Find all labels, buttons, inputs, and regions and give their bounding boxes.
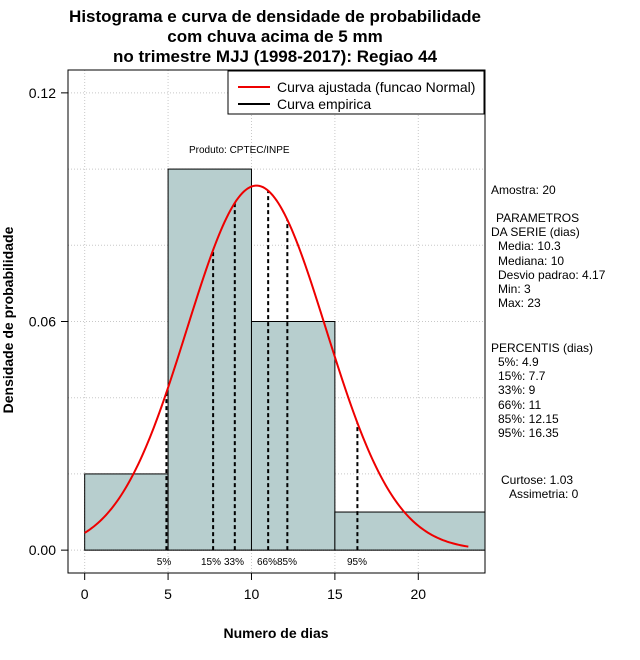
x-tick-label: 10 — [244, 586, 260, 602]
y-tick-label: 0.06 — [29, 314, 56, 330]
normal-curve — [84, 184, 469, 548]
percentile-label: 33% — [224, 557, 244, 568]
percentile-label: 5% — [157, 557, 172, 568]
stats-panel: Amostra: 20 PARAMETROS DA SERIE (dias) M… — [491, 183, 606, 501]
param-desvio: Desvio padrao: 4.17 — [498, 268, 606, 282]
histogram-bars — [84, 168, 486, 551]
percentile-label: 85% — [277, 557, 297, 568]
percentil-33: 33%: 9 — [498, 383, 536, 397]
chart-title-line-1: Histograma e curva de densidade de proba… — [69, 7, 481, 26]
y-tick-label: 0.12 — [29, 85, 56, 101]
percentil-95: 95%: 16.35 — [498, 426, 559, 440]
legend-label-empirical: Curva empirica — [277, 96, 371, 112]
legend-box — [227, 70, 485, 115]
legend-label-fitted: Curva ajustada (funcao Normal) — [277, 79, 475, 95]
percentile-label: 66% — [257, 557, 277, 568]
x-axis-label: Numero de dias — [223, 625, 328, 641]
percentil-85: 85%: 12.15 — [498, 412, 559, 426]
histogram-bar — [167, 168, 252, 551]
params-title-1: PARAMETROS — [496, 211, 579, 225]
sample-size: Amostra: 20 — [491, 183, 556, 197]
y-axis-label: Densidade de probabilidade — [0, 226, 16, 413]
x-tick-label: 5 — [164, 586, 172, 602]
percentis-title: PERCENTIS (dias) — [491, 341, 593, 355]
param-max: Max: 23 — [498, 296, 541, 310]
y-tick-label: 0.00 — [29, 542, 56, 558]
percentile-labels: 5% 15% 33% 66% 85% 95% — [157, 557, 367, 568]
percentile-label: 15% — [201, 557, 221, 568]
chart-title-line-3: no trimestre MJJ (1998-2017): Regiao 44 — [113, 47, 438, 66]
percentil-5: 5%: 4.9 — [498, 355, 539, 369]
param-media: Media: 10.3 — [498, 239, 561, 253]
axes: 0 5 10 15 20 0.00 0.06 0.12 — [29, 85, 427, 602]
param-min: Min: 3 — [498, 282, 531, 296]
percentil-66: 66%: 11 — [498, 398, 541, 412]
chart-title-line-2: com chuva acima de 5 mm — [167, 27, 382, 46]
x-tick-label: 15 — [327, 586, 343, 602]
product-annotation: Produto: CPTEC/INPE — [189, 145, 290, 156]
x-tick-label: 0 — [81, 586, 89, 602]
fitted-normal-curve — [84, 184, 469, 548]
percentil-15: 15%: 7.7 — [498, 369, 546, 383]
percentile-lines — [165, 190, 359, 551]
histogram-bar — [250, 321, 336, 551]
x-tick-label: 20 — [410, 586, 426, 602]
legend: Curva ajustada (funcao Normal) Curva emp… — [227, 70, 485, 115]
curtose: Curtose: 1.03 — [501, 473, 573, 487]
assimetria: Assimetria: 0 — [509, 487, 579, 501]
params-title-2: DA SERIE (dias) — [491, 225, 580, 239]
percentile-label: 95% — [347, 557, 367, 568]
param-mediana: Mediana: 10 — [498, 254, 564, 268]
